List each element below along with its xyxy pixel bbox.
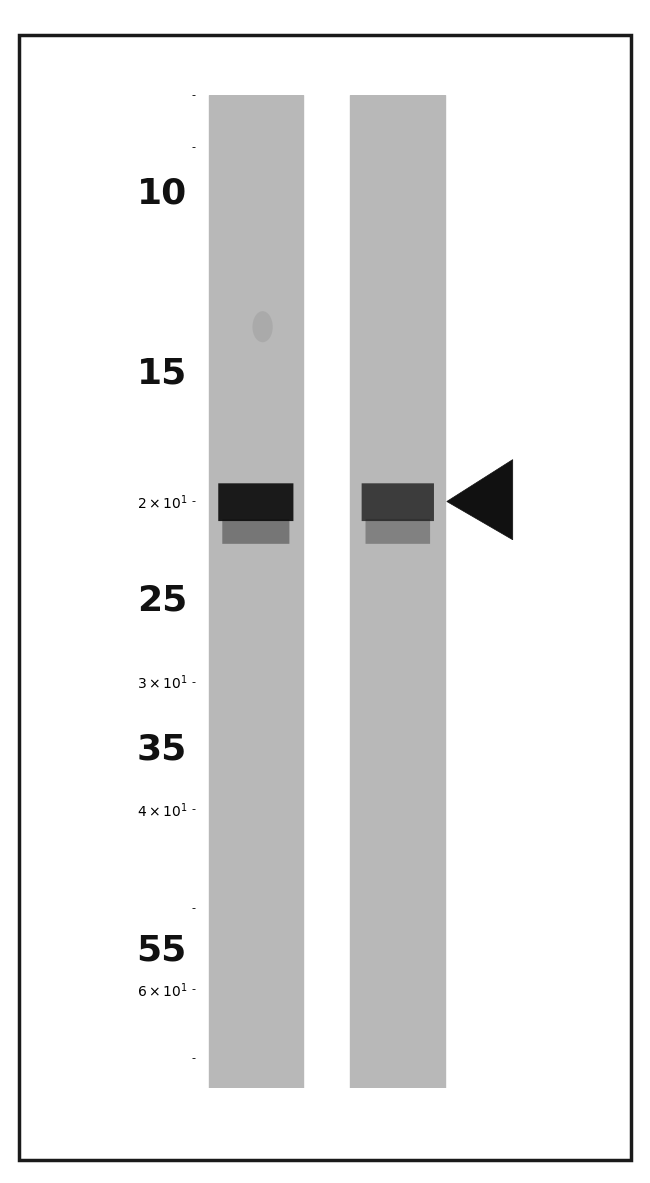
Text: 55: 55 <box>136 933 187 968</box>
FancyBboxPatch shape <box>222 519 289 544</box>
Bar <box>350 95 445 1088</box>
FancyBboxPatch shape <box>218 484 293 521</box>
Ellipse shape <box>252 311 273 342</box>
Polygon shape <box>447 460 513 539</box>
Text: 25: 25 <box>136 583 187 618</box>
Text: 35: 35 <box>136 733 187 767</box>
Bar <box>209 95 303 1088</box>
FancyBboxPatch shape <box>361 484 434 521</box>
FancyBboxPatch shape <box>365 519 430 544</box>
Text: 10: 10 <box>136 176 187 211</box>
Text: 15: 15 <box>136 357 187 390</box>
